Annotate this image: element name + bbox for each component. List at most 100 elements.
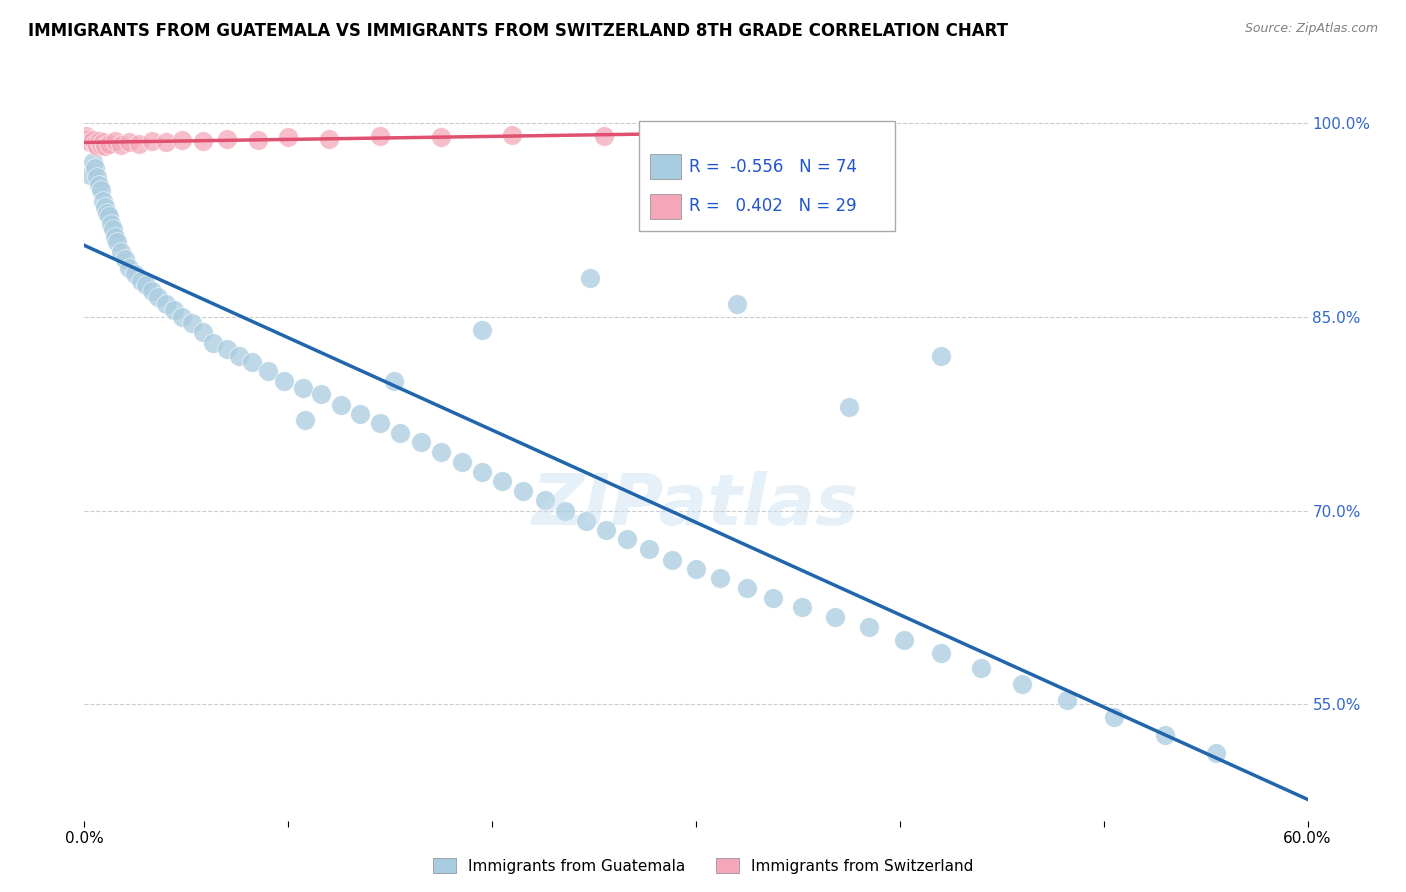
Point [471, 465, 494, 479]
Point [100, 217, 122, 231]
Point [141, 134, 163, 148]
Point [93, 200, 115, 214]
Point [706, 127, 728, 141]
Point [725, 297, 748, 311]
Point [735, 581, 758, 595]
Point [1011, 676, 1033, 690]
Point [257, 364, 280, 378]
Point [146, 290, 169, 304]
Text: Source: ZipAtlas.com: Source: ZipAtlas.com [1244, 22, 1378, 36]
Point [1154, 728, 1177, 742]
Point [104, 229, 127, 244]
Point [593, 128, 616, 143]
Point [512, 484, 534, 499]
Point [86, 139, 108, 153]
Point [554, 503, 576, 517]
Point [824, 609, 846, 624]
Point [155, 297, 177, 311]
Point [135, 277, 157, 292]
Point [430, 445, 453, 459]
Point [86, 170, 108, 185]
Point [217, 342, 239, 356]
Point [87, 134, 110, 148]
Legend: Immigrants from Guatemala, Immigrants from Switzerland: Immigrants from Guatemala, Immigrants fr… [426, 852, 980, 880]
Point [82, 133, 104, 147]
Point [110, 245, 132, 260]
Point [217, 131, 239, 145]
Point [131, 274, 153, 288]
Point [595, 523, 617, 537]
Point [929, 646, 952, 660]
Point [368, 128, 391, 143]
Point [294, 413, 316, 427]
Point [90, 183, 112, 197]
Point [101, 222, 124, 236]
Text: IMMIGRANTS FROM GUATEMALA VS IMMIGRANTS FROM SWITZERLAND 8TH GRADE CORRELATION C: IMMIGRANTS FROM GUATEMALA VS IMMIGRANTS … [28, 22, 1008, 40]
Point [91, 136, 114, 150]
Point [172, 133, 194, 147]
Point [318, 131, 340, 145]
Point [709, 571, 731, 585]
Point [273, 375, 295, 389]
Point [105, 235, 128, 249]
Point [83, 161, 105, 176]
Point [83, 136, 105, 151]
Point [128, 136, 150, 151]
Point [118, 136, 141, 150]
Point [87, 178, 110, 192]
Point [124, 267, 146, 281]
Point [661, 552, 683, 566]
Point [1102, 710, 1125, 724]
Point [790, 600, 813, 615]
Point [616, 532, 638, 546]
Point [389, 426, 412, 441]
Point [172, 310, 194, 324]
Point [430, 130, 453, 145]
Point [382, 375, 405, 389]
Point [228, 349, 250, 363]
Point [118, 260, 141, 275]
Point [534, 493, 557, 508]
Text: R =   0.402   N = 29: R = 0.402 N = 29 [689, 197, 858, 216]
Point [141, 284, 163, 298]
Text: R =  -0.556   N = 74: R = -0.556 N = 74 [689, 158, 858, 176]
Point [330, 398, 353, 412]
Point [97, 136, 120, 151]
Point [893, 632, 915, 647]
Point [97, 209, 120, 223]
Point [201, 335, 224, 350]
Point [309, 387, 332, 401]
Point [828, 125, 851, 139]
Point [75, 128, 97, 143]
Point [450, 454, 472, 468]
Point [471, 323, 494, 337]
Point [104, 134, 127, 148]
Point [163, 303, 186, 318]
Point [155, 136, 177, 150]
Point [970, 661, 993, 675]
Point [110, 138, 132, 153]
Point [929, 349, 952, 363]
Point [575, 514, 598, 528]
Point [349, 407, 371, 421]
Point [79, 168, 101, 182]
Point [838, 401, 860, 415]
Point [79, 136, 101, 150]
Point [291, 381, 314, 395]
Point [181, 316, 204, 330]
Point [277, 130, 299, 145]
Point [91, 194, 114, 208]
Point [579, 271, 602, 285]
Point [368, 416, 391, 430]
Point [246, 133, 269, 147]
Point [82, 154, 104, 169]
Point [1205, 747, 1227, 761]
Point [685, 562, 707, 576]
Point [502, 128, 524, 142]
Point [240, 355, 263, 369]
Point [90, 138, 112, 153]
Point [114, 252, 136, 266]
Point [409, 435, 432, 450]
Point [638, 542, 661, 557]
Point [1056, 693, 1078, 707]
